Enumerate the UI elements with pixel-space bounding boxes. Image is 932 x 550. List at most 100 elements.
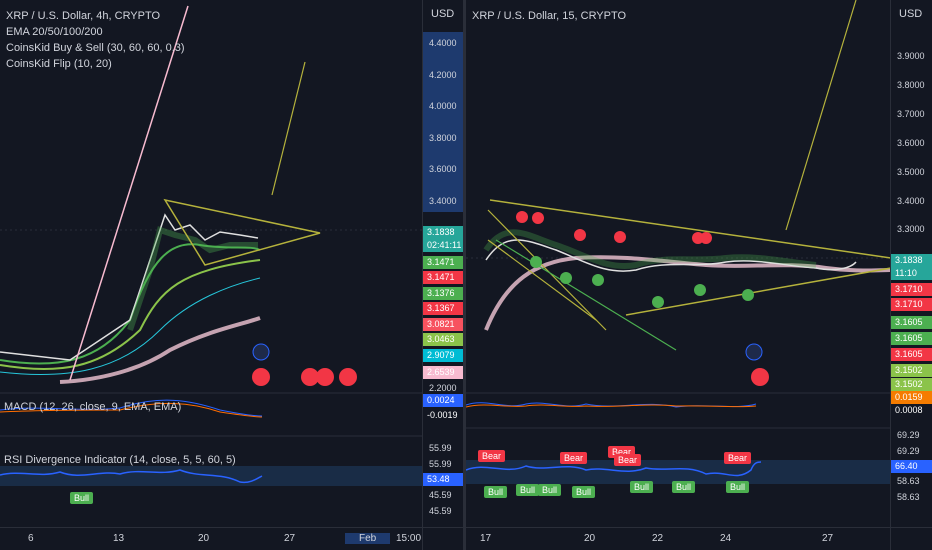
rsi-tick: 69.29 [897,430,920,440]
rsi-bull-badge: Bull [538,484,562,496]
time-label: 17 [480,533,492,544]
rsi-tick: 45.59 [429,490,452,500]
macd-signal-line [466,404,757,408]
time-label: 20 [584,533,596,544]
rsi-bear-badge: Bear [724,452,752,464]
price-tag: 3.1471 [423,271,464,284]
ema-20-line [0,243,261,365]
ema-200-line [484,255,892,331]
chart-pane-4h[interactable]: XRP / U.S. Dollar, 4h, CRYPTO EMA 20/50/… [0,0,464,550]
ema-100-line [0,277,261,376]
chart-4h-canvas[interactable] [0,0,464,550]
candles-right [483,229,817,269]
projection-line [271,61,306,196]
rsi-tick: 58.63 [897,476,920,486]
price-tag: 11:10 [891,267,932,280]
price-axis-right[interactable]: USD 3.9000 3.8000 3.7000 3.6000 3.5000 3… [890,0,932,550]
sell-signal [700,232,712,244]
rsi-bull-badge: Bull [516,484,540,496]
price-tick: 3.4000 [897,196,925,206]
rsi-tick: 45.59 [429,506,452,516]
chart-legend: XRP / U.S. Dollar, 15, CRYPTO [472,8,626,24]
price-tick: 4.2000 [429,70,457,80]
pane-divider[interactable] [463,0,466,550]
time-label: 15:00 [396,533,422,544]
time-label: 20 [198,533,210,544]
sell-signal [532,212,544,224]
macd-tag: 0.0024 [423,394,464,407]
price-tag: 3.1605 [891,348,932,361]
time-label: 24 [720,533,732,544]
time-axis-right[interactable]: 17 20 22 24 27 [466,527,932,550]
channel-line [487,209,607,331]
price-tick: 3.3000 [897,224,925,234]
rsi-tag: 66.40 [891,460,932,473]
time-label: 22 [652,533,664,544]
price-tag: 3.1376 [423,287,464,300]
us-flag-icon [316,368,334,386]
rsi-band [466,460,891,484]
price-line-15m [485,239,857,272]
time-label: 27 [822,533,834,544]
alert-icon [745,343,763,361]
axis-currency[interactable]: USD [431,8,455,20]
price-tag: 3.1605 [891,316,932,329]
channel-line [487,239,597,321]
rsi-line [466,461,762,477]
indicator-flip[interactable]: CoinsKid Flip (10, 20) [6,58,112,70]
price-tick: 3.8000 [897,80,925,90]
time-label: 13 [113,533,125,544]
indicator-buy-sell[interactable]: CoinsKid Buy & Sell (30, 60, 60, 0.3) [6,42,185,54]
buy-signal [592,274,604,286]
macd-signal-line [0,402,263,418]
rsi-line [0,469,263,484]
macd-line [0,399,263,417]
rsi-tick: 55.99 [429,443,452,453]
rsi-bull-badge: Bull [484,486,508,498]
buy-signal [560,272,572,284]
alert-icon [252,343,270,361]
rsi-bull-badge: Bull [572,486,596,498]
rsi-bull-badge: Bull [70,492,94,504]
price-tag: 3.0821 [423,318,464,331]
rsi-bull-badge: Bull [672,481,696,493]
sell-signal [516,211,528,223]
trend-line-pink [69,5,189,381]
price-tag: 3.1838 [423,226,464,239]
price-tag: 3.1502 [891,378,932,391]
rsi-bull-badge: Bull [726,481,750,493]
projection-line [785,0,857,231]
price-tag: 3.1710 [891,298,932,311]
price-tick: 3.9000 [897,51,925,61]
rsi-label[interactable]: RSI Divergence Indicator (14, close, 5, … [4,454,236,466]
symbol-title: XRP / U.S. Dollar, 15, CRYPTO [472,10,627,22]
price-axis-left[interactable]: USD 4.4000 4.2000 4.0000 3.8000 3.6000 3… [422,0,464,550]
indicator-ema[interactable]: EMA 20/50/100/200 [6,26,103,38]
rsi-bear-badge: Bear [614,454,642,466]
rsi-tag: 53.48 [423,473,464,486]
triangle-pattern [163,198,321,266]
us-flag-icon [339,368,357,386]
chart-15m-canvas[interactable] [466,0,932,550]
buy-signal [652,296,664,308]
chart-pane-15m[interactable]: XRP / U.S. Dollar, 15, CRYPTO Bear Bear … [466,0,932,550]
ema-200-line [59,316,261,384]
price-tag: 3.1605 [891,332,932,345]
price-tick: 3.5000 [897,167,925,177]
green-trend-line [495,239,677,351]
price-tag: 2.9079 [423,349,464,362]
time-axis-left[interactable]: 6 13 20 27 Feb 15:00 [0,527,464,550]
macd-label[interactable]: MACD (12, 26, close, 9, EMA, EMA) [4,401,182,413]
triangle-lower [625,267,892,316]
price-tag: 3.1471 [423,256,464,269]
price-tick: 3.7000 [897,109,925,119]
chart-legend: XRP / U.S. Dollar, 4h, CRYPTO EMA 20/50/… [6,8,185,72]
us-flag-icon [751,368,769,386]
macd-tag: 0.0159 [891,391,932,404]
price-tag: 3.1502 [891,364,932,377]
axis-currency[interactable]: USD [899,8,923,20]
triangle-upper [489,199,892,259]
price-tick: 3.4000 [429,196,457,206]
us-flag-icon [301,368,319,386]
axis-highlight [423,32,464,212]
